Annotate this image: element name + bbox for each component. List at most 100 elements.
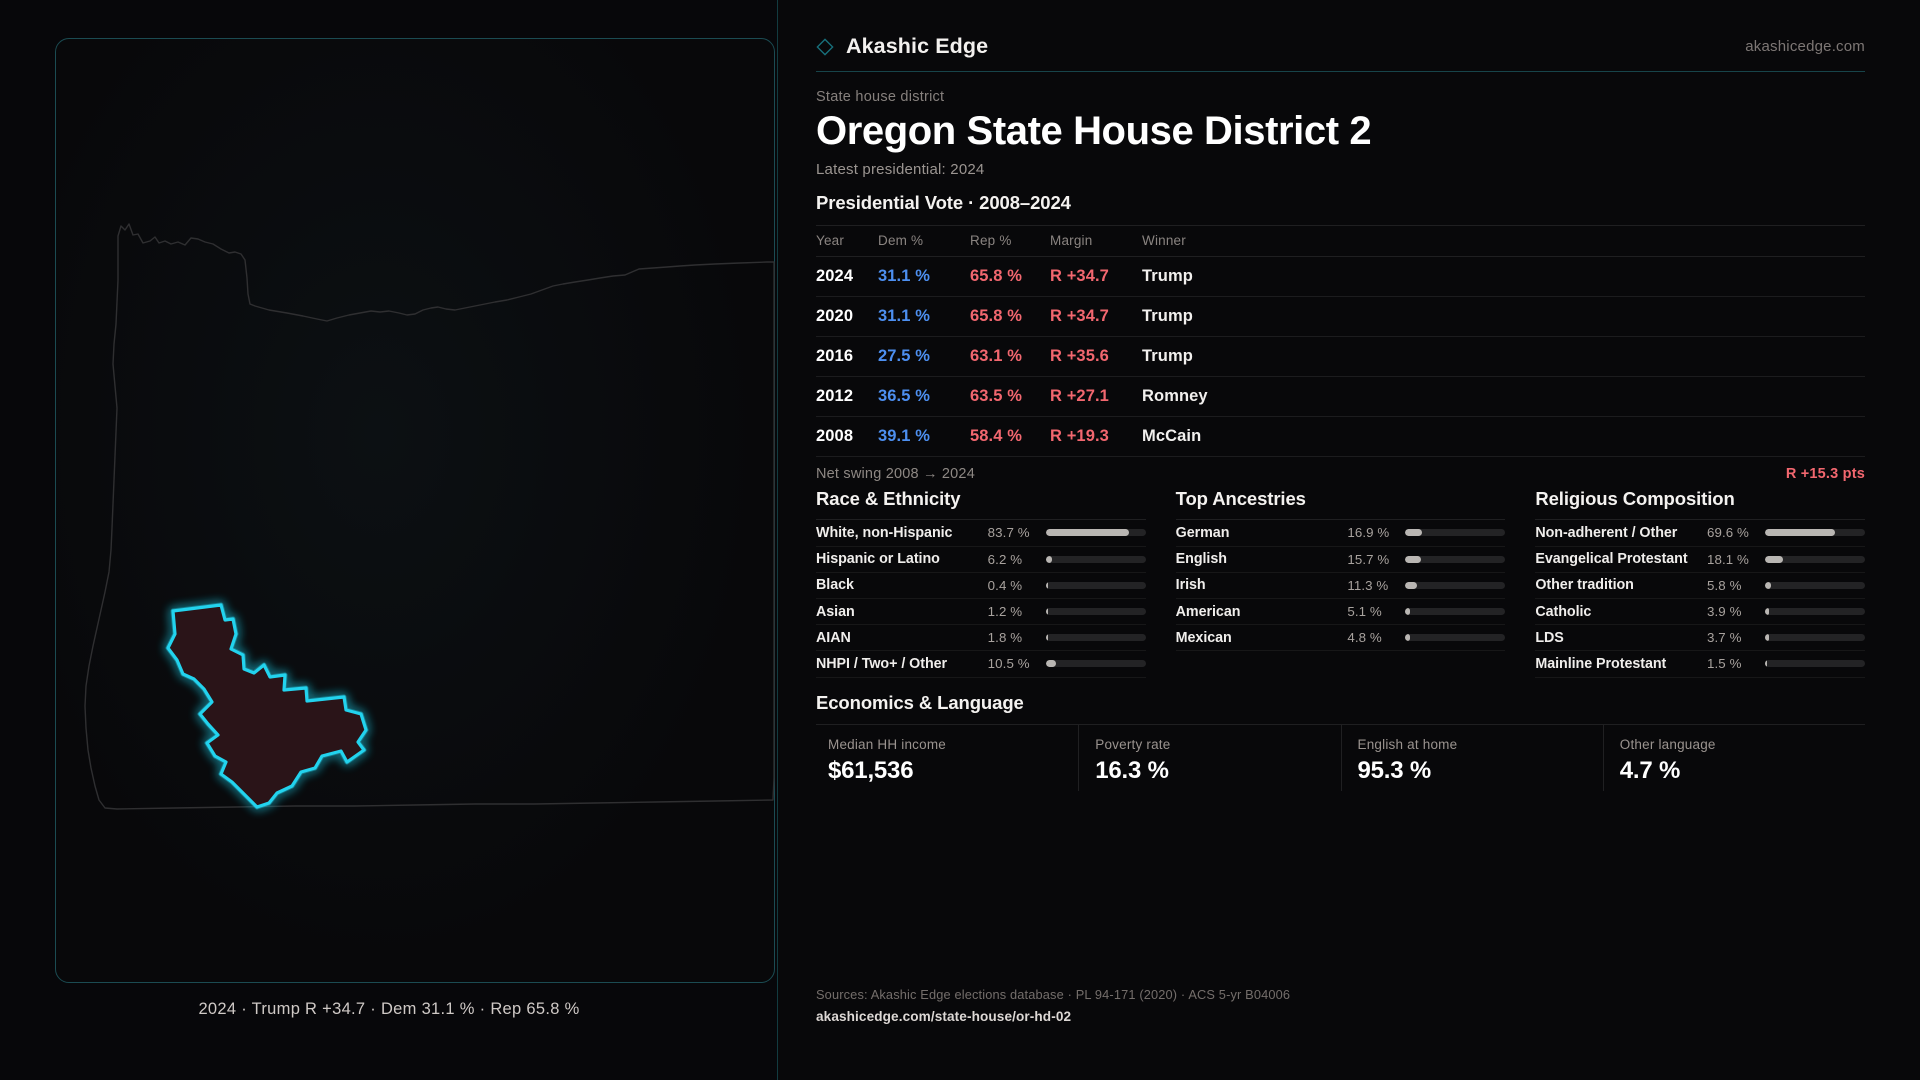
- race-heading: Race & Ethnicity: [816, 488, 961, 510]
- economics-card-value: 16.3 %: [1095, 756, 1169, 784]
- table-row[interactable]: 2016 27.5 % 63.1 % R +35.6 Trump: [816, 336, 1865, 378]
- economics-section: Economics & Language Median HH income $61…: [816, 692, 1865, 791]
- item-label: Mexican: [1175, 629, 1232, 646]
- list-item[interactable]: AIAN 1.8 %: [816, 625, 1146, 652]
- economics-card: Poverty rate 16.3 %: [1078, 724, 1340, 791]
- item-bar-track: [1764, 634, 1865, 642]
- list-item[interactable]: White, non-Hispanic 83.7 %: [816, 520, 1146, 547]
- list-item[interactable]: Non-adherent / Other 69.6 %: [1535, 520, 1865, 547]
- col-winner: Winner: [1142, 225, 1865, 258]
- table-row[interactable]: 2024 31.1 % 65.8 % R +34.7 Trump: [816, 256, 1865, 298]
- list-item[interactable]: NHPI / Two+ / Other 10.5 %: [816, 651, 1146, 678]
- cell-dem: 31.1 %: [878, 296, 970, 338]
- item-bar-fill: [1045, 660, 1057, 668]
- cell-margin: R +35.6: [1050, 336, 1142, 378]
- table-header-row: Year Dem % Rep % Margin Winner: [816, 225, 1865, 258]
- list-item[interactable]: Hispanic or Latino 6.2 %: [816, 547, 1146, 573]
- item-value: 15.7 %: [1347, 551, 1390, 567]
- content-pane: Akashic Edge akashicedge.com State house…: [778, 0, 1920, 1080]
- ancestries-heading: Top Ancestries: [1175, 488, 1306, 510]
- latest-presidential-label: Latest presidential: 2024: [816, 161, 985, 179]
- item-bar-fill: [1045, 529, 1130, 537]
- item-value: 18.1 %: [1706, 551, 1749, 567]
- economics-card-label: Median HH income: [828, 736, 946, 752]
- item-label: English: [1175, 551, 1227, 568]
- item-label: Non-adherent / Other: [1535, 524, 1678, 541]
- cell-dem: 39.1 %: [878, 416, 970, 458]
- economics-card: Other language 4.7 %: [1602, 724, 1865, 791]
- item-value: 3.7 %: [1706, 630, 1742, 646]
- list-item[interactable]: Asian 1.2 %: [816, 599, 1146, 626]
- cell-rep: 65.8 %: [970, 256, 1050, 298]
- cell-year: 2012: [816, 376, 878, 418]
- cell-dem: 31.1 %: [878, 256, 970, 298]
- list-item[interactable]: American 5.1 %: [1175, 599, 1506, 626]
- map-pane: 2024 · Trump R +34.7 · Dem 31.1 % · Rep …: [0, 0, 778, 1080]
- brand-site-url[interactable]: akashicedge.com: [1745, 38, 1865, 55]
- table-row[interactable]: 2020 31.1 % 65.8 % R +34.7 Trump: [816, 296, 1865, 338]
- item-bar-fill: [1764, 529, 1835, 537]
- page-title: Oregon State House District 2: [816, 109, 1372, 153]
- economics-card: English at home 95.3 %: [1340, 724, 1603, 791]
- net-swing-value: R +15.3 pts: [1785, 466, 1865, 483]
- item-bar-track: [1405, 581, 1506, 589]
- item-bar-track: [1764, 660, 1865, 668]
- item-label: Catholic: [1535, 603, 1592, 620]
- religion-heading: Religious Composition: [1535, 488, 1735, 510]
- cell-rep: 58.4 %: [970, 416, 1050, 458]
- item-label: Black: [816, 577, 854, 594]
- ancestries-list: German 16.9 % English 15.7 % Irish 11.3 % Amer…: [1175, 519, 1506, 652]
- cell-year: 2016: [816, 336, 878, 378]
- list-item[interactable]: Irish 11.3 %: [1175, 573, 1506, 599]
- item-value: 10.5 %: [987, 656, 1030, 672]
- item-bar-fill: [1764, 660, 1767, 668]
- cell-margin: R +34.7: [1050, 256, 1142, 298]
- item-value: 83.7 %: [987, 525, 1030, 541]
- item-bar-track: [1764, 608, 1865, 616]
- item-value: 5.1 %: [1347, 604, 1382, 620]
- item-bar-fill: [1764, 608, 1769, 616]
- cell-margin: R +27.1: [1050, 376, 1142, 418]
- brand-name: Akashic Edge: [846, 34, 989, 58]
- district-shape-path[interactable]: [166, 603, 368, 809]
- item-bar-track: [1405, 529, 1506, 537]
- religious-composition-column: Religious Composition Non-adherent / Oth…: [1535, 488, 1865, 678]
- list-item[interactable]: Catholic 3.9 %: [1535, 599, 1865, 626]
- table-row[interactable]: 2008 39.1 % 58.4 % R +19.3 McCain: [816, 416, 1865, 458]
- economics-card: Median HH income $61,536: [816, 725, 1078, 791]
- item-value: 1.8 %: [987, 630, 1023, 646]
- map-graphic[interactable]: [55, 38, 775, 983]
- brand-left-group[interactable]: Akashic Edge: [816, 34, 988, 59]
- item-bar-fill: [1045, 581, 1048, 589]
- item-label: Evangelical Protestant: [1535, 551, 1688, 568]
- cell-rep: 63.5 %: [970, 376, 1050, 418]
- item-value: 1.5 %: [1706, 656, 1742, 672]
- list-item[interactable]: Other tradition 5.8 %: [1535, 573, 1865, 599]
- presidential-table-body: 2024 31.1 % 65.8 % R +34.7 Trump 2020 31.1 % 65…: [816, 256, 1865, 458]
- cell-rep: 65.8 %: [970, 296, 1050, 338]
- net-swing-row: Net swing 2008 → 2024 R +15.3 pts: [816, 457, 1865, 486]
- list-item[interactable]: German 16.9 %: [1175, 520, 1506, 547]
- list-item[interactable]: Black 0.4 %: [816, 573, 1146, 599]
- economics-card-value: 4.7 %: [1619, 756, 1681, 784]
- list-item[interactable]: Mainline Protestant 1.5 %: [1535, 651, 1865, 678]
- cell-year: 2024: [816, 256, 878, 298]
- presidential-vote-table: Year Dem % Rep % Margin Winner 2024 31.1 …: [816, 225, 1865, 458]
- list-item[interactable]: Evangelical Protestant 18.1 %: [1535, 547, 1865, 573]
- list-item[interactable]: LDS 3.7 %: [1535, 625, 1865, 652]
- permalink-line[interactable]: akashicedge.com/state-house/or-hd-02: [816, 1009, 1072, 1024]
- item-label: NHPI / Two+ / Other: [816, 655, 948, 672]
- list-item[interactable]: English 15.7 %: [1175, 547, 1506, 573]
- cell-dem: 27.5 %: [878, 336, 970, 378]
- item-value: 1.2 %: [987, 604, 1023, 620]
- footer: Sources: Akashic Edge elections database…: [816, 987, 1865, 1024]
- table-row[interactable]: 2012 36.5 % 63.5 % R +27.1 Romney: [816, 376, 1865, 418]
- demographics-grid: Race & Ethnicity White, non-Hispanic 83.7…: [816, 488, 1865, 678]
- list-item[interactable]: Mexican 4.8 %: [1175, 625, 1506, 652]
- cell-margin: R +19.3: [1050, 416, 1142, 458]
- item-value: 0.4 %: [987, 577, 1023, 593]
- item-bar-track: [1045, 608, 1146, 616]
- cell-year: 2008: [816, 416, 878, 458]
- item-value: 16.9 %: [1347, 525, 1390, 541]
